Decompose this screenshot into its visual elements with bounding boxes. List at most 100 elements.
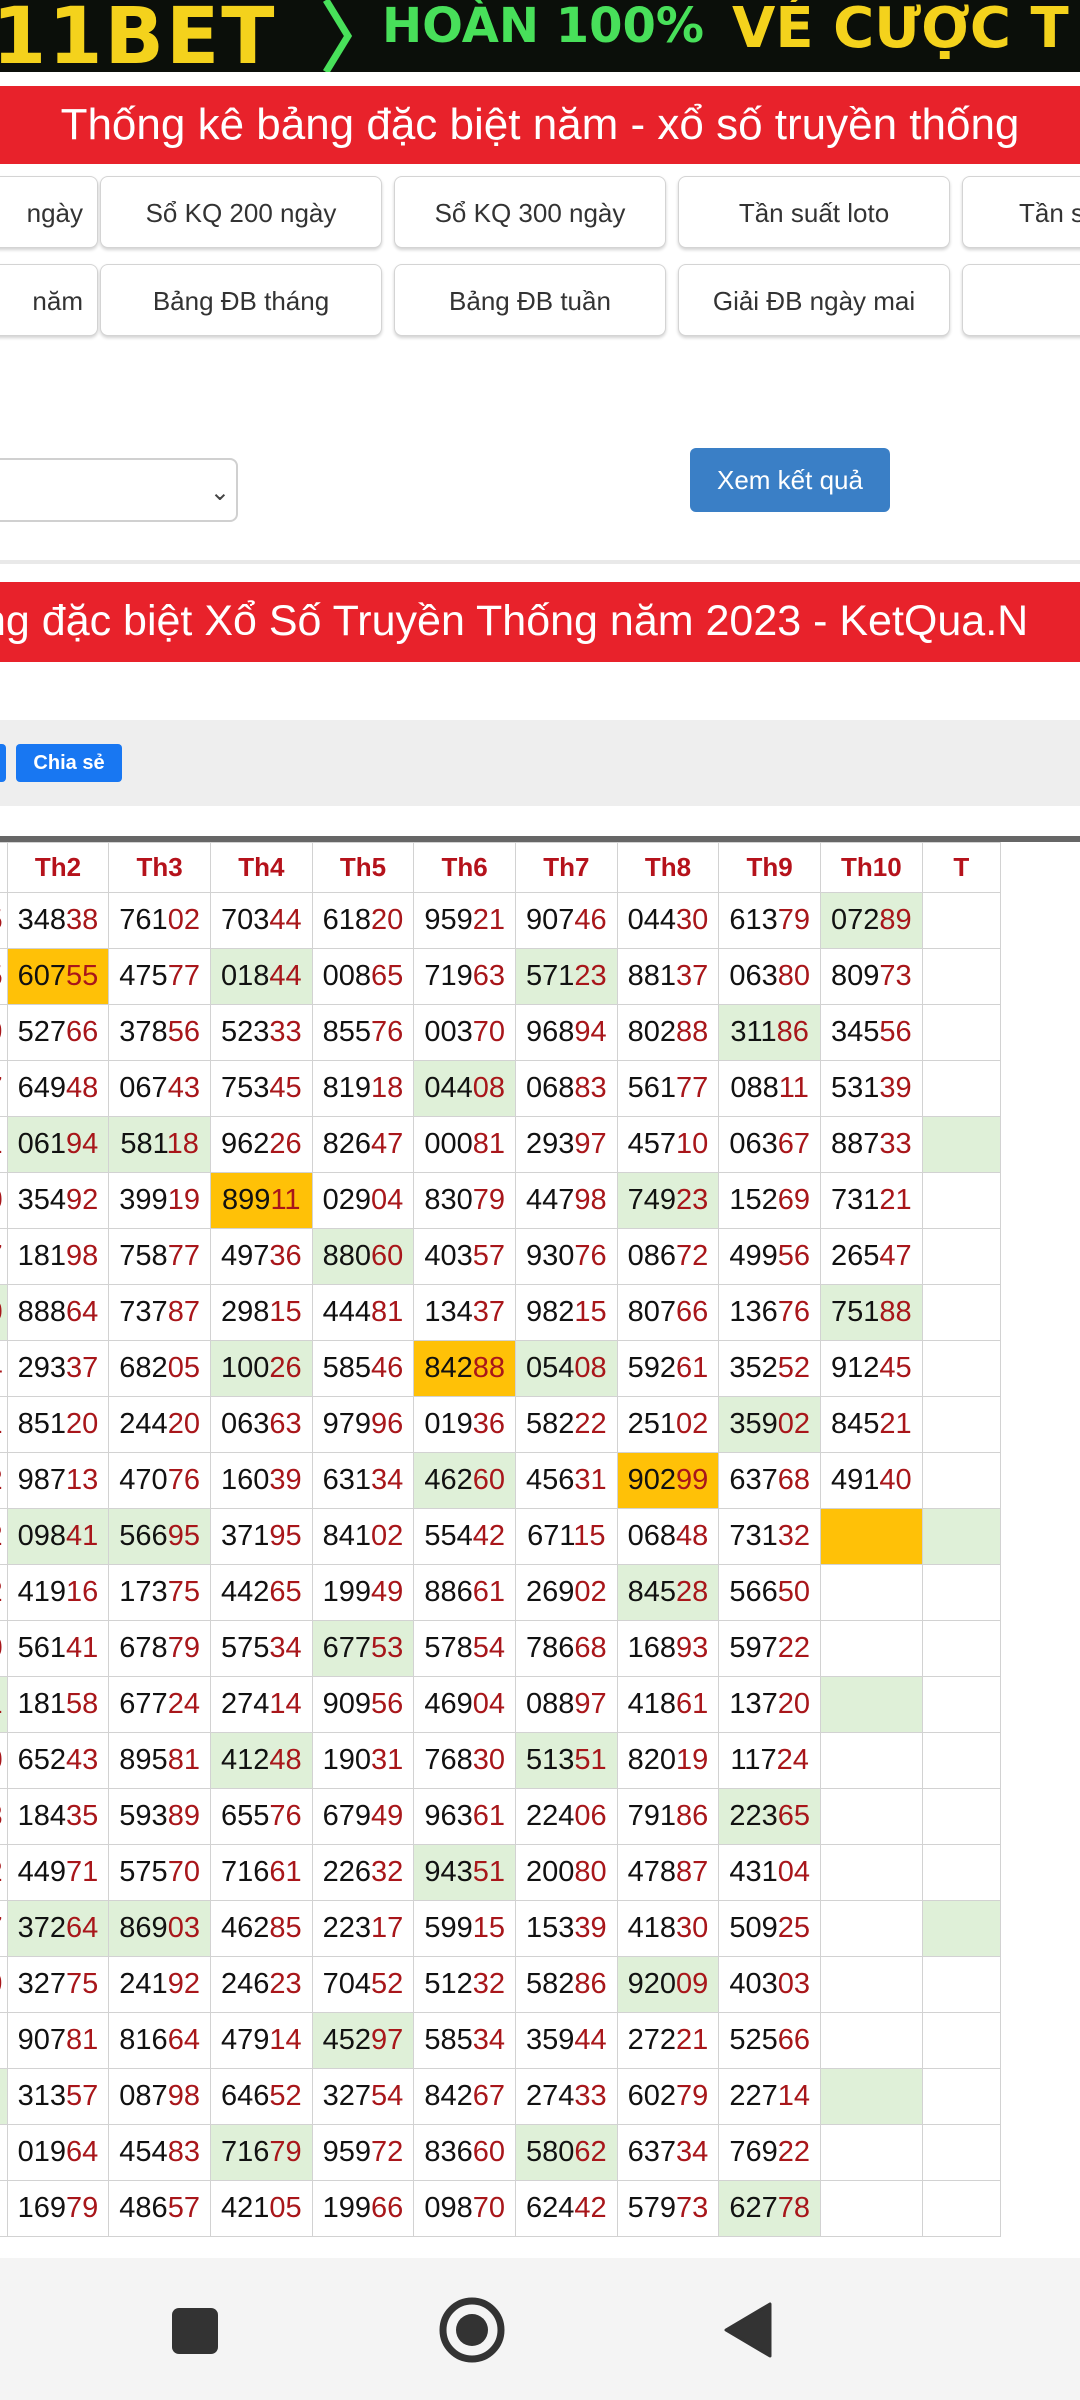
number-head: 887 bbox=[831, 1128, 880, 1160]
number-tail: 02 bbox=[574, 1576, 607, 1608]
table-cell bbox=[921, 2180, 1002, 2237]
number-head: 327 bbox=[322, 2080, 372, 2112]
number-tail: 02 bbox=[676, 1408, 709, 1440]
number-tail: 39 bbox=[269, 1464, 302, 1496]
number-tail: 89 bbox=[879, 904, 912, 936]
nav-button[interactable]: Tần suất loto bbox=[678, 176, 950, 248]
number-tail: 97 bbox=[574, 1128, 607, 1160]
table-cell bbox=[921, 1228, 1002, 1285]
back-icon[interactable] bbox=[724, 2302, 772, 2358]
number-tail: 58 bbox=[66, 1688, 99, 1720]
nav-button[interactable]: Sổ KQ 300 ngày bbox=[394, 176, 666, 248]
number-head: 509 bbox=[729, 1912, 778, 1944]
table-row: 4056141678795753467753578547866816893597… bbox=[0, 1620, 1002, 1677]
number-head: 497 bbox=[220, 1240, 270, 1272]
number-head: 293 bbox=[17, 1352, 67, 1384]
number-head: 160 bbox=[220, 1464, 270, 1496]
table-cell: 97 bbox=[0, 1228, 8, 1285]
recent-apps-icon[interactable] bbox=[172, 2308, 218, 2354]
number-head: 943 bbox=[424, 1856, 473, 1888]
number-tail: 95 bbox=[269, 1520, 302, 1552]
number-tail: 52 bbox=[371, 1968, 404, 2000]
facebook-like-button[interactable] bbox=[0, 744, 6, 782]
nav-button[interactable]: Bảng ĐB tuần bbox=[394, 264, 666, 336]
number-tail: 67 bbox=[472, 2080, 505, 2112]
number-head: 359 bbox=[525, 2024, 575, 2056]
table-cell bbox=[820, 1508, 923, 1565]
number-tail: 05 bbox=[269, 2192, 302, 2224]
number-tail: 38 bbox=[66, 904, 99, 936]
table-cell: 22714 bbox=[718, 2068, 821, 2125]
banner-chevron-icon bbox=[323, 0, 353, 72]
table-cell: 52766 bbox=[6, 1004, 110, 1061]
table-cell: 46904 bbox=[413, 1676, 516, 1733]
share-button[interactable]: Chia sẻ bbox=[16, 744, 122, 782]
year-select[interactable]: ⌄ bbox=[0, 458, 238, 522]
view-results-button[interactable]: Xem kết quả bbox=[690, 448, 890, 512]
number-head: 959 bbox=[322, 2136, 372, 2168]
number-tail: 4 bbox=[0, 1352, 3, 1384]
table-cell: 78668 bbox=[514, 1620, 618, 1677]
table-cell: 96361 bbox=[413, 1788, 516, 1845]
number-tail: 11 bbox=[778, 1072, 809, 1104]
table-cell: 91 bbox=[0, 1116, 8, 1173]
number-tail: 57 bbox=[167, 2192, 200, 2224]
number-tail: 20 bbox=[371, 904, 404, 936]
table-cell: 06367 bbox=[718, 1116, 821, 1173]
table-cell: 98215 bbox=[514, 1284, 618, 1341]
number-head: 982 bbox=[525, 1296, 575, 1328]
number-tail: 18 bbox=[371, 1072, 404, 1104]
number-tail: 04 bbox=[472, 1688, 505, 1720]
number-tail: 60 bbox=[0, 1744, 3, 1776]
number-head: 637 bbox=[627, 2136, 677, 2168]
nav-button[interactable]: Sổ KQ 200 ngày bbox=[100, 176, 382, 248]
number-tail: 87 bbox=[676, 1856, 709, 1888]
number-tail: 88 bbox=[879, 1296, 912, 1328]
table-cell: 65243 bbox=[6, 1732, 110, 1789]
number-tail: 25 bbox=[777, 1912, 810, 1944]
number-head: 418 bbox=[627, 1912, 677, 1944]
number-tail: 05 bbox=[0, 904, 3, 936]
nav-button[interactable]: Bảng ĐB tháng bbox=[100, 264, 382, 336]
number-tail: 45 bbox=[269, 1072, 302, 1104]
number-head: 456 bbox=[525, 1464, 575, 1496]
nav-button[interactable]: ngày bbox=[0, 176, 98, 248]
ad-banner[interactable]: 11BET HOÀN 100% VÉ CƯỢC T bbox=[0, 0, 1080, 72]
table-cell: 00370 bbox=[413, 1004, 516, 1061]
nav-button[interactable]: năm bbox=[0, 264, 98, 336]
nav-button[interactable]: Giải ĐB ngày mai bbox=[678, 264, 950, 336]
table-cell: 22317 bbox=[311, 1900, 415, 1957]
number-tail: 60 bbox=[472, 1464, 505, 1496]
nav-button[interactable] bbox=[962, 264, 1080, 336]
table-cell: 24623 bbox=[209, 1956, 313, 2013]
table-cell: 13720 bbox=[718, 1676, 821, 1733]
table-cell: 37195 bbox=[209, 1508, 313, 1565]
table-cell: 97996 bbox=[311, 1396, 415, 1453]
number-head: 959 bbox=[424, 904, 473, 936]
table-cell: 49956 bbox=[718, 1228, 821, 1285]
table-cell: 29815 bbox=[209, 1284, 313, 1341]
number-tail: 54 bbox=[472, 1632, 505, 1664]
number-tail: 32 bbox=[371, 1856, 404, 1888]
table-cell bbox=[820, 1620, 923, 1677]
number-tail: 45 bbox=[879, 1352, 912, 1384]
home-icon[interactable] bbox=[438, 2296, 506, 2364]
number-head: 444 bbox=[322, 1296, 372, 1328]
number-head: 224 bbox=[525, 1800, 575, 1832]
number-head: 703 bbox=[220, 904, 270, 936]
table-cell: 90746 bbox=[514, 892, 618, 949]
number-head: 067 bbox=[119, 1072, 168, 1104]
number-tail: 36 bbox=[269, 1240, 302, 1272]
number-head: 655 bbox=[220, 1800, 270, 1832]
number-head: 575 bbox=[220, 1632, 270, 1664]
table-cell: 59722 bbox=[718, 1620, 821, 1677]
number-head: 930 bbox=[525, 1240, 575, 1272]
number-head: 226 bbox=[322, 1856, 372, 1888]
nav-button[interactable]: Tần s bbox=[962, 176, 1080, 248]
table-cell: 16039 bbox=[209, 1452, 313, 1509]
number-tail: 88 bbox=[472, 1352, 505, 1384]
table-cell: 52 bbox=[0, 1508, 8, 1565]
number-tail: 22 bbox=[574, 1408, 607, 1440]
